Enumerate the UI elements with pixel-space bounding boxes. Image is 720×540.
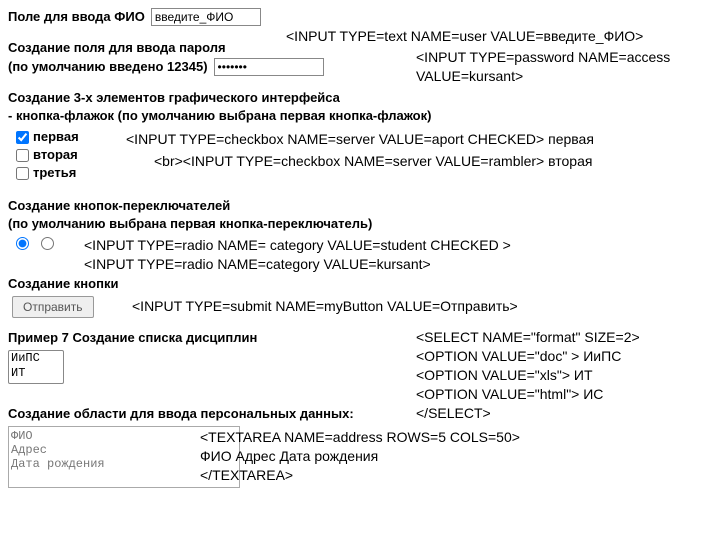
radio-code-1: <INPUT TYPE=radio NAME= category VALUE=s…	[84, 236, 511, 255]
submit-button[interactable]: Отправить	[12, 296, 94, 318]
ta-title: Создание области для ввода персональных …	[8, 406, 354, 422]
ta-code-3: </TEXTAREA>	[200, 466, 520, 485]
sel-code-3: <OPTION VALUE="xls"> ИТ	[416, 366, 640, 385]
fio-input[interactable]	[151, 8, 261, 26]
btn-title: Создание кнопки	[8, 276, 118, 292]
pwd-code-2: VALUE=kursant>	[416, 67, 670, 86]
cb-second-label: вторая	[33, 147, 78, 163]
select-title: Пример 7 Создание списка дисциплин	[8, 330, 257, 345]
btn-code: <INPUT TYPE=submit NAME=myButton VALUE=О…	[132, 298, 518, 316]
radio-code-2: <INPUT TYPE=radio NAME=category VALUE=ku…	[84, 255, 511, 274]
cb-second[interactable]	[16, 149, 29, 162]
radio-title: Создание кнопок-переключателей	[8, 198, 372, 214]
ta-code-2: ФИО Адрес Дата рождения	[200, 447, 520, 466]
radio-sub: (по умолчанию выбрана первая кнопка-пере…	[8, 216, 372, 232]
pwd-input[interactable]	[214, 58, 324, 76]
cb-sub: - кнопка-флажок (по умолчанию выбрана пе…	[8, 108, 431, 124]
cb-first-label: первая	[33, 129, 79, 145]
sel-code-5: </SELECT>	[416, 404, 640, 423]
sel-code-4: <OPTION VALUE="html"> ИС	[416, 385, 640, 404]
radio-2[interactable]	[41, 237, 54, 250]
pwd-code-1: <INPUT TYPE=password NAME=access	[416, 48, 670, 67]
opt-iips[interactable]: ИиПС	[9, 351, 63, 366]
fio-label: Поле для ввода ФИО	[8, 9, 145, 25]
cb-third[interactable]	[16, 167, 29, 180]
cb-code-1: <INPUT TYPE=checkbox NAME=server VALUE=a…	[126, 130, 594, 149]
discipline-select[interactable]: ИиПС ИТ	[8, 350, 64, 384]
sel-code-1: <SELECT NAME="format" SIZE=2>	[416, 328, 640, 347]
fio-code: <INPUT TYPE=text NAME=user VALUE=введите…	[286, 28, 643, 46]
cb-first[interactable]	[16, 131, 29, 144]
cb-third-label: третья	[33, 165, 76, 181]
pwd-sub: (по умолчанию введено 12345)	[8, 59, 208, 75]
sel-code-2: <OPTION VALUE="doc" > ИиПС	[416, 347, 640, 366]
cb-title: Создание 3-х элементов графического инте…	[8, 90, 431, 106]
opt-it[interactable]: ИТ	[9, 366, 63, 381]
radio-1[interactable]	[16, 237, 29, 250]
cb-code-2: <br><INPUT TYPE=checkbox NAME=server VAL…	[154, 152, 594, 171]
pwd-title: Создание поля для ввода пароля	[8, 40, 324, 56]
ta-code-1: <TEXTAREA NAME=address ROWS=5 COLS=50>	[200, 428, 520, 447]
